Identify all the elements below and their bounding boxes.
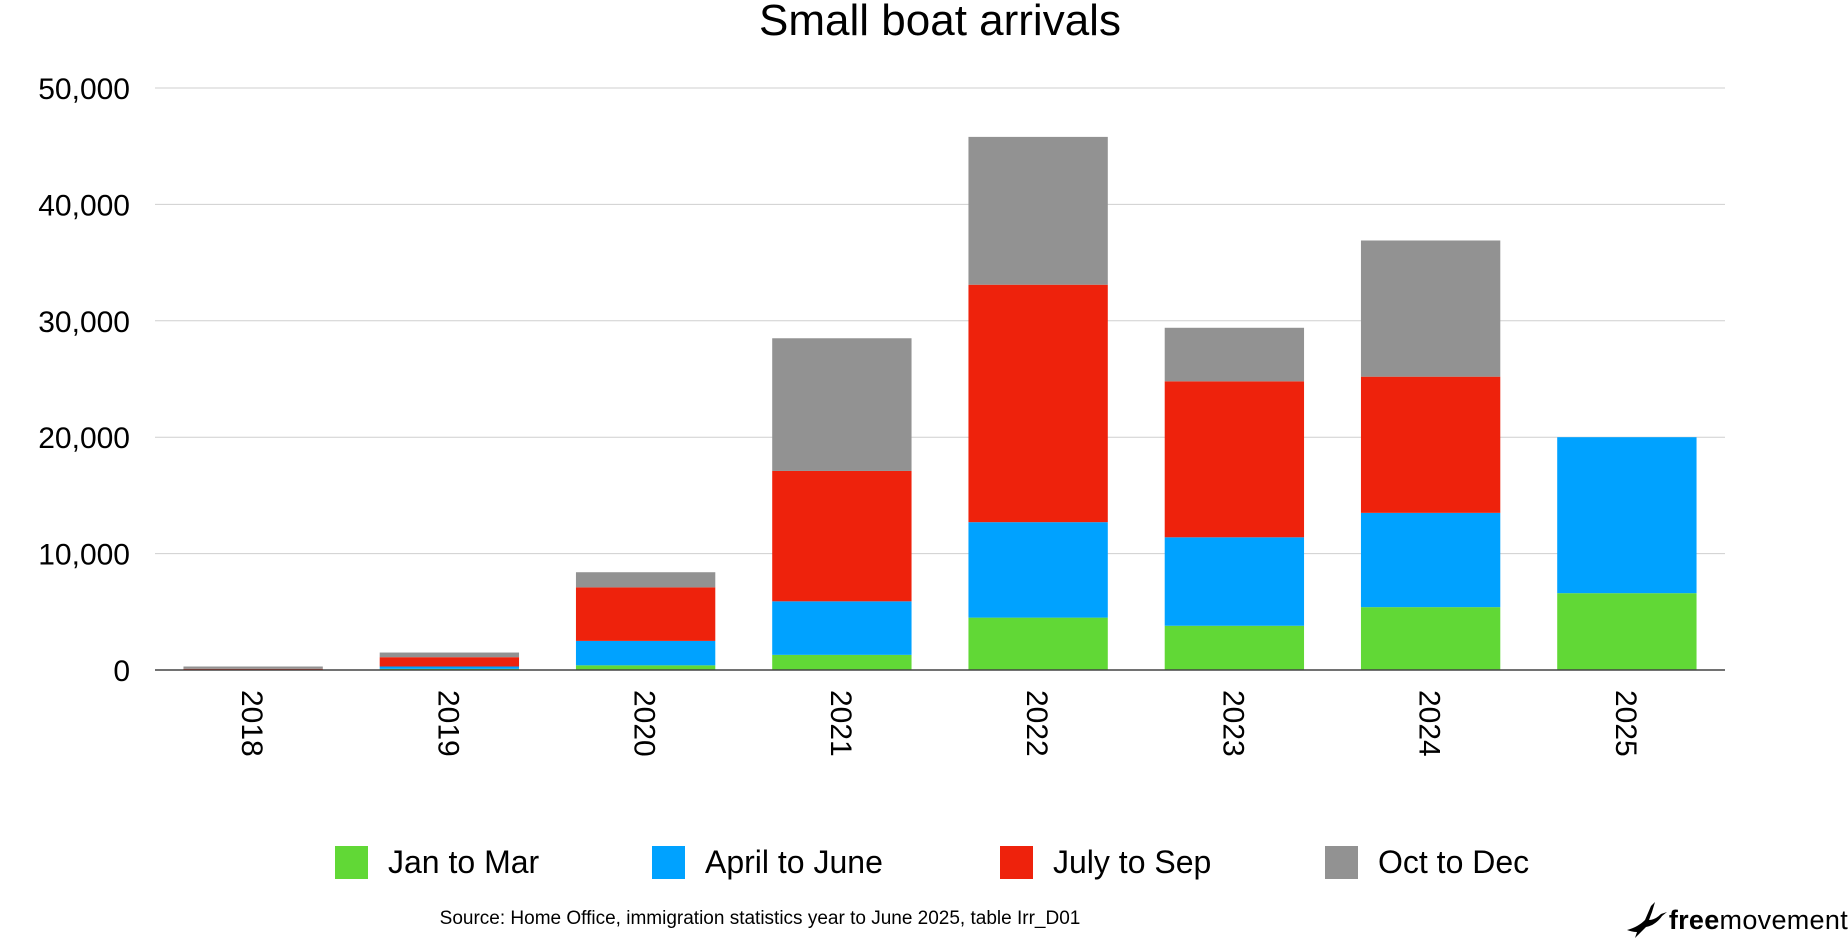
bar-segment — [1360, 376, 1501, 513]
bar-segment — [575, 640, 716, 666]
bar-segment — [1360, 607, 1501, 670]
bar-segment — [1557, 593, 1697, 670]
legend-item: April to June — [652, 844, 883, 881]
bar-segment — [1360, 512, 1501, 608]
x-tick-label: 2019 — [431, 690, 464, 757]
legend-item: July to Sep — [1000, 844, 1211, 881]
legend-label: April to June — [705, 844, 883, 880]
x-axis-ticks: 2018 2019 2020 2021 2022 2023 2024 2025 — [235, 690, 1642, 757]
bar-segment — [772, 601, 912, 655]
bar-segment — [772, 470, 912, 602]
bar-segment — [379, 666, 520, 669]
bar-segment — [1164, 625, 1305, 670]
legend-label: Oct to Dec — [1378, 844, 1530, 880]
bar-segment — [379, 652, 520, 658]
legend: Jan to Mar April to June July to Sep Oct to… — [0, 844, 1848, 894]
bar-segment — [968, 617, 1108, 670]
bar-segment — [772, 654, 912, 670]
legend-swatch — [1000, 846, 1033, 879]
chart-title: Small boat arrivals — [759, 0, 1121, 45]
brand-name-part1: free — [1668, 904, 1720, 935]
legend-label: July to Sep — [1053, 844, 1212, 880]
legend-item: Oct to Dec — [1325, 844, 1529, 881]
x-tick-label: 2023 — [1216, 690, 1249, 757]
x-tick-label: 2021 — [824, 690, 857, 757]
x-tick-label: 2024 — [1413, 690, 1446, 757]
bar-segment — [575, 572, 716, 588]
bar-segment — [183, 666, 323, 669]
bar-segment — [772, 338, 912, 471]
y-tick-label: 10,000 — [38, 539, 130, 572]
bar-segment — [968, 522, 1108, 618]
bar-segment — [575, 665, 716, 670]
y-axis-ticks: 0 10,000 20,000 30,000 40,000 50,000 — [38, 73, 130, 688]
y-tick-label: 30,000 — [38, 306, 130, 339]
bars — [183, 136, 1697, 670]
x-tick-label: 2020 — [628, 690, 661, 757]
y-tick-label: 0 — [113, 655, 130, 688]
brand-name: freemovement — [1669, 905, 1848, 936]
brand-name-part2: movement — [1719, 904, 1848, 935]
bar-segment — [968, 284, 1108, 523]
bar-segment — [1164, 327, 1305, 382]
x-tick-label: 2025 — [1609, 690, 1642, 757]
legend-swatch — [652, 846, 685, 879]
legend-swatch — [1325, 846, 1358, 879]
bar-segment — [379, 657, 520, 667]
bar-segment — [1360, 240, 1501, 377]
source-note: Source: Home Office, immigration statist… — [439, 908, 1081, 929]
bird-logo-icon — [1626, 902, 1667, 938]
bar-segment — [968, 136, 1108, 285]
legend-label: Jan to Mar — [388, 844, 540, 880]
bar-segment — [1164, 537, 1305, 626]
x-tick-label: 2022 — [1020, 690, 1053, 757]
x-tick-label: 2018 — [235, 690, 268, 757]
legend-item: Jan to Mar — [335, 844, 539, 881]
bar-segment — [1164, 381, 1305, 538]
legend-swatch — [335, 846, 368, 879]
bar-segment — [1557, 437, 1697, 594]
y-tick-label: 50,000 — [38, 73, 130, 106]
y-tick-label: 40,000 — [38, 189, 130, 222]
y-tick-label: 20,000 — [38, 422, 130, 455]
bar-segment — [575, 587, 716, 641]
brand-logo: freemovement — [1625, 900, 1848, 940]
